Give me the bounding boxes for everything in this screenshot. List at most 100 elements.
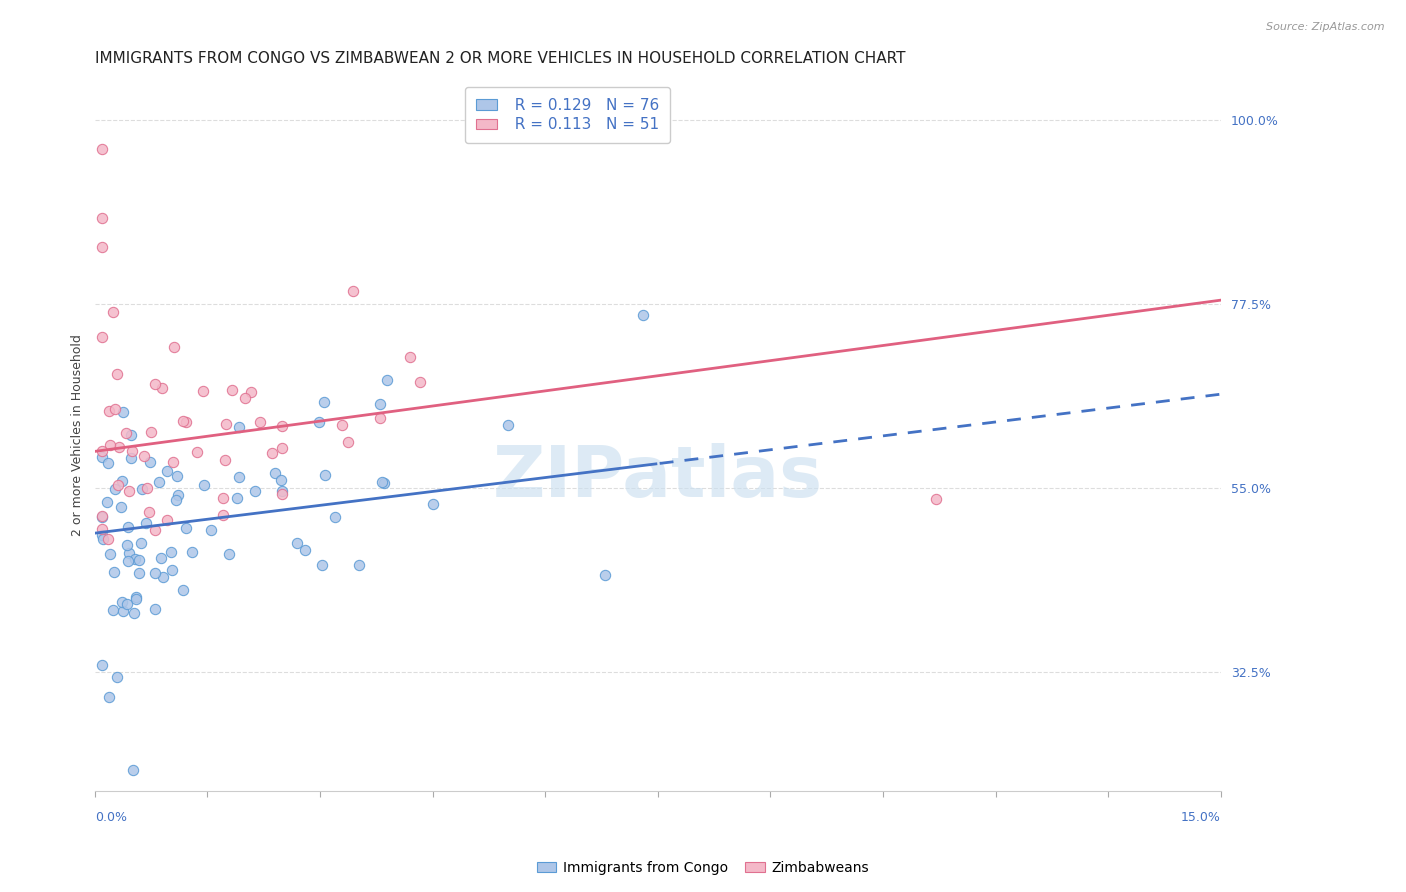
Point — [121, 443, 143, 458]
Point — [120, 427, 142, 442]
Point — [91, 211, 114, 226]
Point — [118, 546, 141, 560]
Point — [200, 523, 222, 537]
Point — [422, 497, 444, 511]
Point — [111, 405, 134, 419]
Point — [314, 467, 336, 482]
Point — [162, 454, 184, 468]
Point — [97, 404, 120, 418]
Point — [228, 469, 250, 483]
Point — [924, 491, 946, 506]
Point — [104, 482, 127, 496]
Point — [110, 500, 132, 514]
Text: 15.0%: 15.0% — [1181, 811, 1220, 824]
Text: 0.0%: 0.0% — [94, 811, 127, 824]
Point — [103, 565, 125, 579]
Point — [148, 475, 170, 490]
Point — [371, 475, 394, 490]
Point — [323, 510, 346, 524]
Point — [103, 305, 125, 319]
Point — [91, 509, 114, 524]
Point — [193, 478, 215, 492]
Point — [91, 450, 114, 464]
Point — [166, 469, 188, 483]
Point — [120, 450, 142, 465]
Point — [152, 570, 174, 584]
Point — [91, 533, 114, 547]
Point — [311, 558, 333, 572]
Y-axis label: 2 or more Vehicles in Household: 2 or more Vehicles in Household — [72, 334, 84, 536]
Point — [98, 690, 121, 704]
Point — [143, 566, 166, 581]
Point — [156, 513, 179, 527]
Point — [122, 607, 145, 621]
Point — [375, 373, 398, 387]
Point — [91, 444, 114, 458]
Point — [156, 464, 179, 478]
Point — [91, 240, 114, 254]
Point — [285, 535, 308, 549]
Text: IMMIGRANTS FROM CONGO VS ZIMBABWEAN 2 OR MORE VEHICLES IN HOUSEHOLD CORRELATION : IMMIGRANTS FROM CONGO VS ZIMBABWEAN 2 OR… — [94, 51, 905, 66]
Point — [97, 456, 120, 470]
Point — [115, 538, 138, 552]
Point — [409, 375, 432, 389]
Point — [135, 516, 157, 530]
Point — [129, 536, 152, 550]
Point — [125, 590, 148, 604]
Point — [135, 481, 157, 495]
Point — [312, 395, 335, 409]
Point — [172, 582, 194, 597]
Point — [214, 452, 236, 467]
Point — [212, 508, 235, 522]
Point — [215, 417, 238, 432]
Point — [91, 142, 114, 156]
Point — [218, 547, 240, 561]
Point — [121, 764, 143, 778]
Point — [107, 478, 129, 492]
Text: ZIPatlas: ZIPatlas — [492, 443, 823, 512]
Point — [347, 558, 370, 573]
Point — [125, 591, 148, 606]
Point — [132, 450, 155, 464]
Point — [100, 547, 122, 561]
Legend: Immigrants from Congo, Zimbabweans: Immigrants from Congo, Zimbabweans — [531, 855, 875, 880]
Point — [98, 438, 121, 452]
Point — [271, 484, 294, 499]
Point — [221, 384, 243, 398]
Point — [336, 435, 359, 450]
Point — [233, 391, 256, 405]
Point — [228, 420, 250, 434]
Point — [593, 568, 616, 582]
Point — [138, 506, 160, 520]
Point — [108, 440, 131, 454]
Point — [91, 509, 114, 524]
Point — [150, 551, 173, 566]
Point — [124, 552, 146, 566]
Point — [373, 476, 395, 491]
Point — [143, 523, 166, 537]
Point — [111, 595, 134, 609]
Point — [342, 284, 364, 298]
Point — [332, 417, 354, 432]
Point — [128, 566, 150, 580]
Point — [103, 603, 125, 617]
Point — [139, 455, 162, 469]
Point — [271, 487, 294, 501]
Point — [245, 484, 267, 499]
Point — [211, 491, 233, 506]
Text: Source: ZipAtlas.com: Source: ZipAtlas.com — [1267, 22, 1385, 32]
Point — [172, 415, 194, 429]
Point — [226, 491, 249, 506]
Point — [143, 602, 166, 616]
Point — [174, 415, 197, 429]
Point — [111, 474, 134, 488]
Point — [117, 520, 139, 534]
Point — [112, 604, 135, 618]
Point — [368, 396, 391, 410]
Point — [150, 381, 173, 395]
Point — [143, 376, 166, 391]
Point — [308, 415, 330, 429]
Point — [128, 553, 150, 567]
Point — [181, 545, 204, 559]
Point — [160, 545, 183, 559]
